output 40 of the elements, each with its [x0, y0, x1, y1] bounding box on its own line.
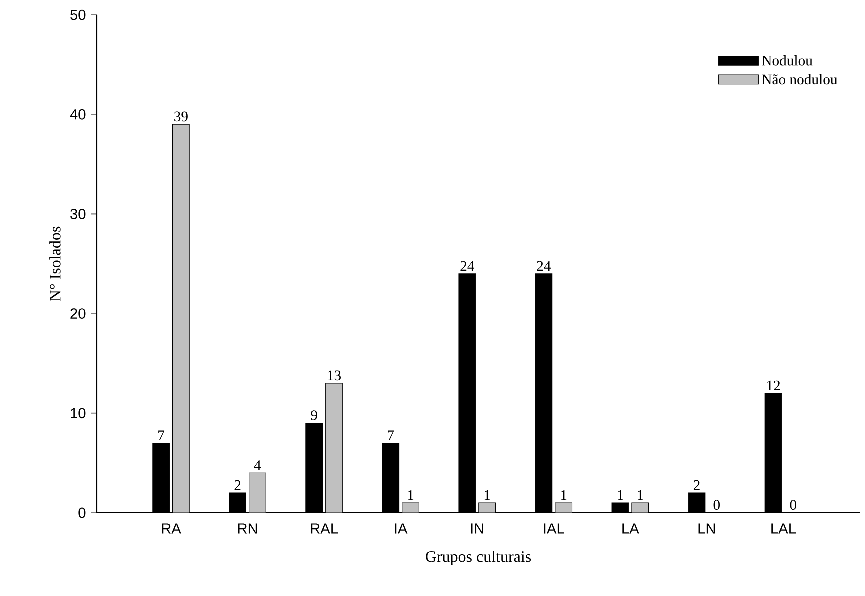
y-tick-label: 20 [70, 308, 86, 319]
x-tick-label: IA [395, 524, 408, 534]
data-label: 39 [174, 112, 188, 122]
y-tick-label: 50 [70, 10, 86, 20]
data-label: 7 [388, 430, 394, 440]
x-tick-label: RN [238, 524, 258, 534]
data-label: 0 [714, 500, 720, 510]
x-tick-label: LN [698, 524, 716, 534]
y-tick-label: 40 [70, 109, 86, 120]
y-tick-label: 30 [70, 209, 86, 220]
legend-label: Nodulou [762, 55, 813, 66]
data-label: 24 [537, 261, 552, 272]
data-label: 4 [254, 460, 262, 470]
x-tick-label: RA [162, 524, 182, 534]
y-tick-label: 0 [78, 508, 86, 518]
data-label: 1 [638, 490, 644, 500]
x-tick-label: IAL [544, 524, 564, 534]
data-label: 12 [767, 380, 780, 391]
x-tick-label: RAL [311, 524, 338, 534]
data-label: 9 [311, 410, 318, 420]
data-label: 2 [234, 480, 241, 490]
data-label: 1 [408, 490, 414, 500]
x-tick-label: LAL [772, 524, 796, 534]
y-axis-title: N° Isolados [50, 226, 61, 302]
bar [249, 472, 266, 513]
bar [172, 124, 190, 513]
legend-label: Não nodulou [762, 74, 838, 85]
data-label: 1 [618, 490, 624, 500]
x-axis-title: Grupos culturais [426, 550, 532, 566]
x-tick-label: IN [471, 524, 484, 534]
data-label: 0 [790, 500, 797, 510]
data-label: 1 [561, 490, 567, 500]
y-tick-label: 10 [71, 408, 86, 419]
data-label: 2 [694, 480, 700, 490]
data-label: 24 [460, 261, 475, 272]
x-tick-label: LA [622, 524, 640, 534]
data-label: 1 [484, 490, 490, 500]
data-label: 13 [328, 370, 341, 381]
data-label: 7 [158, 430, 165, 440]
bar [326, 383, 343, 513]
